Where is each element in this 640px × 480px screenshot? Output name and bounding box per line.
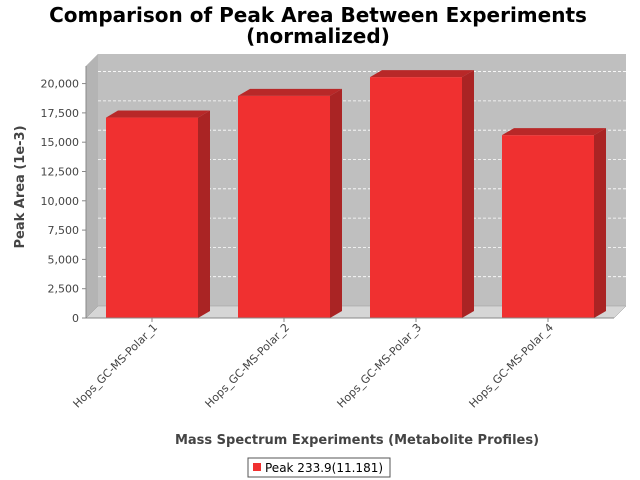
y-tick-label: 0: [72, 312, 79, 325]
bar: [238, 88, 342, 319]
bar-top: [502, 128, 606, 136]
bar-top: [106, 110, 210, 118]
x-tick-label: Hops_GC-MS-Polar_4: [467, 321, 557, 411]
y-axis-label: Peak Area (1e-3): [13, 125, 28, 248]
plot-left-wall: [86, 54, 98, 318]
legend-label: Peak 233.9(11.181): [265, 461, 383, 475]
bar-front: [106, 117, 198, 319]
x-tick-label: Hops_GC-MS-Polar_1: [71, 321, 161, 411]
chart-title-line-1: Comparison of Peak Area Between Experime…: [49, 3, 587, 27]
bar-front: [370, 77, 462, 318]
y-tick-label: 10,000: [41, 195, 80, 208]
x-tick-label: Hops_GC-MS-Polar_3: [335, 321, 425, 411]
bar-side: [594, 128, 606, 318]
y-tick-label: 5,000: [48, 253, 80, 266]
legend: Peak 233.9(11.181): [247, 457, 391, 478]
x-tick-label: Hops_GC-MS-Polar_2: [203, 321, 293, 411]
bar: [502, 128, 606, 318]
y-tick-label: 2,500: [48, 283, 80, 296]
bar: [106, 110, 210, 319]
y-tick-label: 17,500: [41, 107, 80, 120]
y-tick-label: 15,000: [41, 136, 80, 149]
x-axis: Hops_GC-MS-Polar_1 Hops_GC-MS-Polar_2 Hops…: [71, 317, 614, 411]
y-axis: 0 2,500 5,000 7,500 10,000 12,500 15,000 17,500…: [41, 66, 87, 325]
bar-side: [330, 88, 342, 318]
bar-top: [370, 70, 474, 78]
chart-title: Comparison of Peak Area Between Experime…: [49, 3, 587, 48]
x-axis-label: Mass Spectrum Experiments (Metabolite Pr…: [175, 433, 539, 448]
legend-swatch: [253, 463, 261, 471]
bar-series: [106, 70, 606, 319]
bar-side: [198, 110, 210, 318]
bar-front: [238, 95, 330, 319]
bar-front: [502, 135, 594, 318]
y-tick-label: 7,500: [48, 224, 80, 237]
bar: [370, 70, 474, 319]
chart-title-line-2: (normalized): [246, 24, 390, 48]
bar-top: [238, 88, 342, 96]
legend-box: [247, 457, 391, 478]
y-tick-label: 12,500: [41, 165, 80, 178]
bar-side: [462, 70, 474, 319]
plot-background: [86, 54, 626, 318]
y-tick-label: 20,000: [41, 78, 80, 91]
